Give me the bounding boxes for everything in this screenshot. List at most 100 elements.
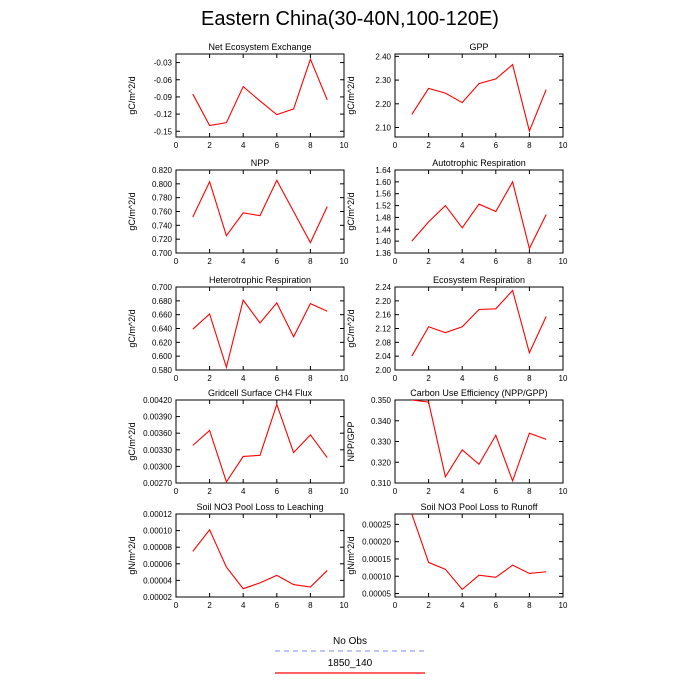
panel-autotrophic-respiration: Autotrophic Respiration 0 2 4 6 8 10 1.36 1.40 1.…: [346, 158, 568, 266]
x-tick-label: 4: [241, 487, 246, 496]
y-tick-label: 1.36: [375, 249, 391, 258]
y-axis-label: gC/m^2/d: [346, 76, 356, 114]
y-tick-label: 1.56: [375, 190, 391, 199]
y-tick-label: 0.00330: [143, 446, 172, 455]
y-tick-label: 0.00420: [143, 396, 172, 405]
x-tick-label: 6: [494, 487, 499, 496]
y-tick-label: 2.00: [375, 366, 391, 375]
y-tick-label: 0.700: [152, 249, 173, 258]
y-axis-label: gC/m^2/d: [346, 192, 356, 230]
x-tick-label: 0: [174, 374, 179, 383]
x-tick-label: 2: [426, 141, 431, 150]
legend-line-no-obs: [275, 650, 425, 652]
x-tick-label: 4: [241, 374, 246, 383]
y-tick-label: 0.00025: [362, 520, 391, 529]
y-tick-label: 2.40: [375, 52, 391, 61]
series-line: [192, 298, 328, 370]
y-tick-label: 0.580: [152, 366, 173, 375]
plot-frame: [175, 513, 345, 598]
panel-net-ecosystem-exchange: Net Ecosystem Exchange 0 2 4 6 8 10 -0.15 -0.12 -…: [127, 42, 349, 150]
series-line: [411, 289, 547, 357]
y-axis-label: gN/m^2/d: [127, 536, 137, 574]
plot-frame: [175, 169, 345, 254]
x-tick-label: 0: [393, 487, 398, 496]
y-tick-label: -0.06: [154, 76, 173, 85]
legend-line-1850-140: [275, 672, 425, 674]
x-tick-label: 6: [494, 257, 499, 266]
x-tick-label: 2: [426, 601, 431, 610]
panel-title: GPP: [469, 42, 488, 52]
y-tick-label: 1.40: [375, 237, 391, 246]
x-tick-label: 10: [340, 141, 349, 150]
plot-frame: [175, 399, 345, 484]
y-axis-label: gC/m^2/d: [127, 76, 137, 114]
y-tick-label: -0.15: [154, 127, 173, 136]
x-tick-label: 8: [527, 487, 532, 496]
y-axis-label: gC/m^2/d: [127, 422, 137, 460]
x-tick-label: 6: [494, 601, 499, 610]
panel-title: Heterotrophic Respiration: [209, 275, 311, 285]
y-tick-label: 2.04: [375, 352, 391, 361]
x-tick-label: 0: [393, 374, 398, 383]
x-tick-label: 2: [426, 257, 431, 266]
panel-title: Soil NO3 Pool Loss to Runoff: [421, 502, 538, 512]
y-tick-label: 0.00390: [143, 413, 172, 422]
x-tick-label: 10: [340, 487, 349, 496]
series-line: [411, 514, 547, 591]
series-line: [192, 402, 328, 483]
series-line: [192, 179, 328, 244]
legend-label-no-obs: No Obs: [333, 636, 367, 647]
y-tick-label: -0.12: [154, 110, 173, 119]
panel-title: NPP: [251, 158, 270, 168]
y-tick-label: 2.16: [375, 311, 391, 320]
x-tick-label: 6: [275, 257, 280, 266]
x-tick-label: 2: [207, 601, 212, 610]
x-tick-label: 8: [308, 374, 313, 383]
y-tick-label: 0.660: [152, 311, 173, 320]
x-tick-label: 4: [241, 257, 246, 266]
y-tick-label: 2.10: [375, 124, 391, 133]
y-tick-label: 0.640: [152, 325, 173, 334]
plot-frame: [394, 286, 564, 371]
y-tick-label: 2.30: [375, 76, 391, 85]
y-tick-label: 0.00270: [143, 479, 172, 488]
y-tick-label: 0.00010: [143, 527, 172, 536]
x-tick-label: 6: [275, 487, 280, 496]
y-tick-label: 0.00020: [362, 538, 391, 547]
x-tick-label: 8: [527, 601, 532, 610]
y-axis-label: gC/m^2/d: [127, 192, 137, 230]
panel-title: Net Ecosystem Exchange: [208, 42, 311, 52]
x-tick-label: 4: [241, 601, 246, 610]
y-tick-label: 2.12: [375, 325, 391, 334]
x-tick-label: 10: [340, 601, 349, 610]
panel-title: Ecosystem Respiration: [433, 275, 525, 285]
figure-title: Eastern China(30-40N,100-120E): [201, 8, 499, 30]
panel-carbon-use-efficiency-npp-gpp: Carbon Use Efficiency (NPP/GPP) 0 2 4 6 8 10 0.…: [346, 388, 568, 496]
panel-ecosystem-respiration: Ecosystem Respiration 0 2 4 6 8 10 2.00 2.04 2.08…: [346, 275, 568, 383]
x-tick-label: 4: [460, 257, 465, 266]
y-tick-label: 2.08: [375, 338, 391, 347]
x-tick-label: 4: [460, 374, 465, 383]
x-tick-label: 2: [207, 487, 212, 496]
plot-frame: [394, 513, 564, 598]
y-tick-label: 0.620: [152, 338, 173, 347]
x-tick-label: 0: [393, 257, 398, 266]
y-tick-label: 0.740: [152, 221, 173, 230]
x-tick-label: 8: [308, 487, 313, 496]
y-tick-label: 0.340: [371, 417, 392, 426]
plot-frame: [175, 53, 345, 138]
x-tick-label: 6: [275, 601, 280, 610]
x-tick-label: 2: [207, 141, 212, 150]
x-tick-label: 6: [494, 141, 499, 150]
y-tick-label: 1.48: [375, 213, 391, 222]
x-tick-label: 4: [460, 601, 465, 610]
x-tick-label: 10: [340, 374, 349, 383]
x-tick-label: 10: [559, 257, 568, 266]
x-tick-label: 0: [174, 141, 179, 150]
series-line: [411, 63, 547, 133]
x-tick-label: 0: [174, 487, 179, 496]
x-tick-label: 2: [426, 374, 431, 383]
y-tick-label: 0.600: [152, 352, 173, 361]
y-tick-label: -0.03: [154, 59, 173, 68]
